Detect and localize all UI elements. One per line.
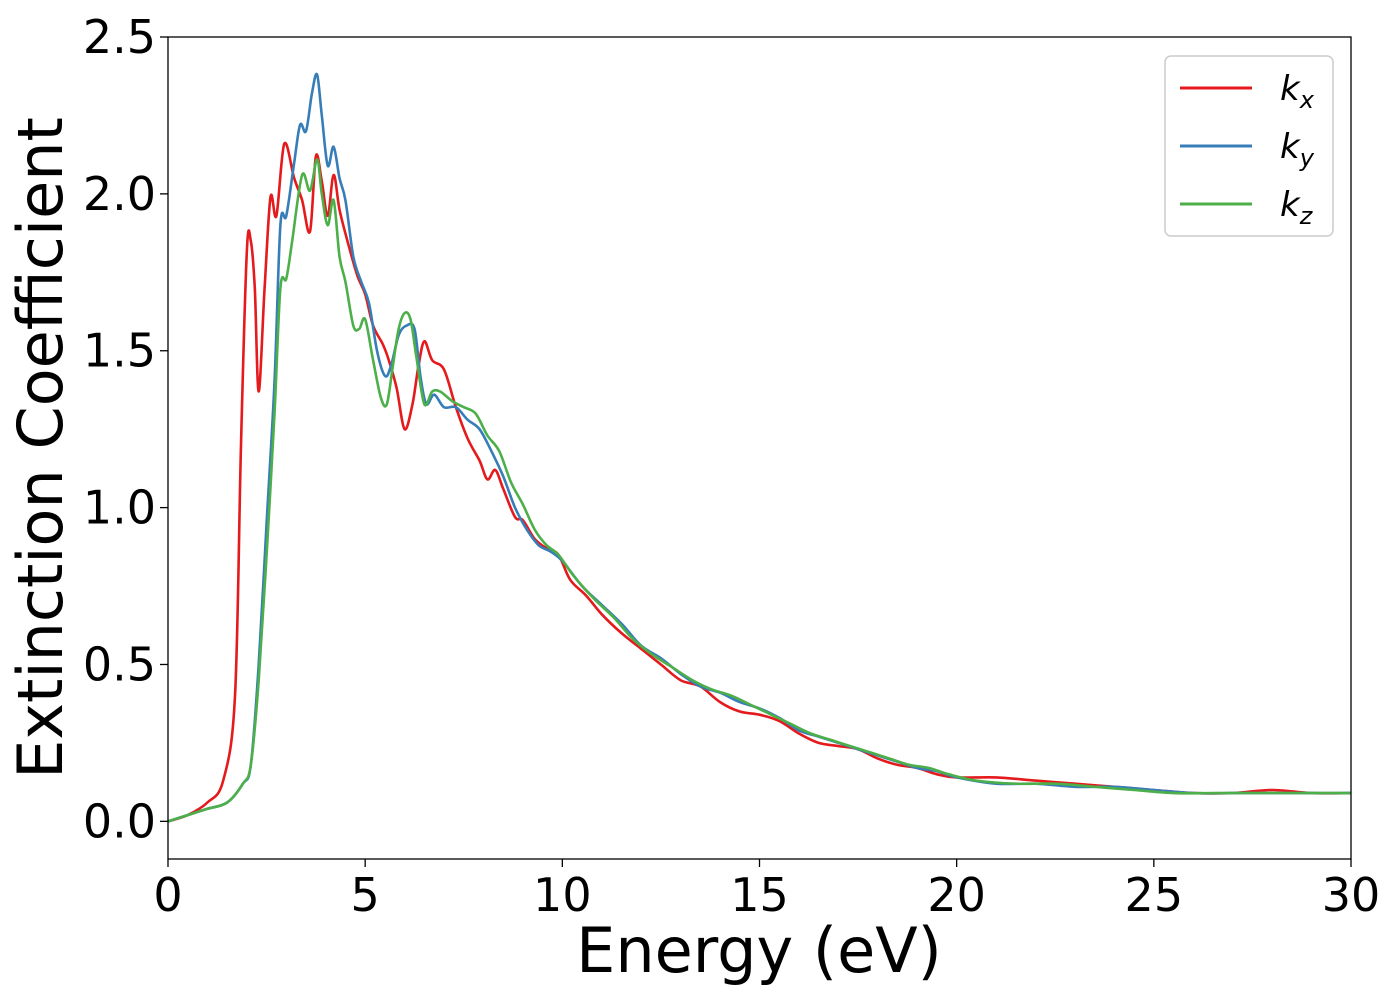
x-tick-label: 0	[153, 868, 182, 922]
y-tick-label: 0.0	[83, 794, 156, 848]
plot-area	[168, 72, 1351, 823]
x-axis-label: Energy (eV)	[576, 914, 942, 987]
x-tick-label: 25	[1125, 868, 1184, 922]
x-tick-label: 10	[533, 868, 592, 922]
x-tick-label: 20	[927, 868, 986, 922]
y-tick-label: 0.5	[83, 637, 156, 691]
legend: kx ky kz	[1164, 55, 1334, 237]
x-tick-label: 5	[351, 868, 380, 922]
x-tick-label: 30	[1322, 868, 1381, 922]
y-tick-label: 1.5	[83, 324, 156, 378]
y-axis-ticks: 0.0 0.5 1.0 1.5 2.0 2.5	[83, 10, 168, 848]
legend-label-kx: kx	[1280, 69, 1315, 114]
y-tick-label: 1.0	[83, 481, 156, 535]
series-layer	[168, 72, 1351, 823]
x-axis-ticks: 0 5 10 15 20 25 30	[153, 859, 1380, 922]
legend-label-kz: kz	[1280, 185, 1314, 230]
y-tick-label: 2.5	[83, 10, 156, 64]
y-tick-label: 2.0	[83, 167, 156, 221]
series-line-kx	[168, 141, 1351, 823]
legend-label-ky: ky	[1280, 127, 1315, 172]
series-line-kz	[168, 158, 1351, 823]
y-axis-label: Extinction Coefficient	[4, 117, 77, 779]
x-tick-label: 15	[730, 868, 789, 922]
